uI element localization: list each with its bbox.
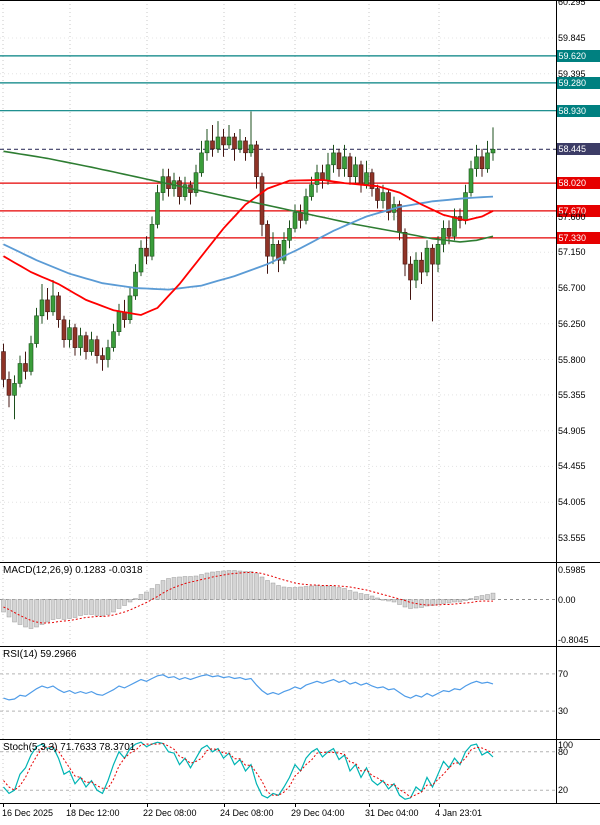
ma-green-line (3, 150, 494, 243)
time-axis-label: 4 Jan 23:01 (435, 808, 483, 818)
time-axis-tick (70, 803, 71, 807)
rsi-line (3, 674, 494, 701)
time-axis-label: 31 Dec 04:00 (365, 808, 419, 818)
stochastic-indicator-label: Stoch(5,3,3) 71.7633 78.3701 (3, 742, 136, 753)
price-axis-label: 56.700 (558, 283, 586, 293)
level-price-label: 58.020 (556, 177, 600, 190)
macd-panel-separator (0, 562, 600, 563)
price-axis-label: 54.905 (558, 425, 586, 436)
time-axis-tick (224, 803, 225, 807)
price-axis-separator (556, 0, 557, 803)
chart-top-border (0, 0, 600, 1)
macd-histogram (1, 570, 496, 629)
candle-bodies (1, 136, 496, 396)
level-price-label: 59.280 (556, 76, 600, 89)
price-axis-label: 59.845 (558, 33, 586, 43)
time-axis-label: 18 Dec 12:00 (66, 808, 120, 818)
price-axis-label: 55.800 (558, 354, 586, 365)
macd-scale-label: 0.5985 (558, 564, 586, 575)
ma-red-line (3, 178, 494, 316)
rsi-panel[interactable] (0, 646, 556, 739)
price-axis-label: 54.455 (558, 461, 586, 472)
time-axis-separator (0, 803, 600, 804)
price-axis-label: 60.295 (558, 0, 586, 8)
price-axis-label: 57.600 (558, 211, 586, 222)
ma-blue-line (3, 195, 494, 291)
stochastic-canvas (0, 739, 556, 803)
price-axis-label: 59.395 (558, 68, 586, 79)
level-price-label: 57.330 (556, 231, 600, 244)
stoch-scale-label: 20 (558, 785, 569, 796)
time-axis-tick (369, 803, 370, 807)
stoch-scale-label: 80 (558, 746, 569, 757)
macd-panel[interactable] (0, 562, 556, 646)
rsi-scale-label: 70 (558, 668, 569, 679)
macd-scale-label: -0.8045 (558, 634, 589, 645)
time-axis-tick (439, 803, 440, 807)
stochastic-panel[interactable] (0, 739, 556, 803)
time-axis-label: 29 Dec 04:00 (291, 808, 345, 818)
level-price-label: 59.620 (556, 49, 600, 62)
stoch-scale-label: 100 (558, 740, 574, 750)
current-price-label: 58.445 (556, 143, 600, 156)
time-axis-tick (147, 803, 148, 807)
time-axis-label: 22 Dec 08:00 (143, 808, 197, 818)
time-axis-label: 24 Dec 08:00 (220, 808, 274, 818)
time-axis-tick (295, 803, 296, 807)
level-price-label: 57.670 (556, 204, 600, 217)
stochastic-k-line (3, 741, 494, 800)
stochastic-d-line (3, 742, 494, 798)
macd-indicator-label: MACD(12,26,9) 0.1283 -0.0318 (3, 565, 143, 576)
price-axis-label: 53.555 (558, 533, 586, 543)
main-candlestick-chart[interactable] (0, 0, 556, 562)
main-chart-canvas (0, 0, 556, 562)
rsi-canvas (0, 646, 556, 739)
time-axis-tick (3, 803, 4, 807)
price-axis-label: 56.250 (558, 318, 586, 329)
rsi-indicator-label: RSI(14) 59.2966 (3, 649, 77, 660)
macd-scale-label: 0.00 (558, 594, 576, 605)
rsi-scale-label: 30 (558, 706, 569, 717)
macd-canvas (0, 562, 556, 646)
time-axis-label: 16 Dec 2025 (2, 808, 54, 818)
price-axis-label: 55.355 (558, 389, 586, 400)
price-axis-label: 57.150 (558, 247, 586, 258)
stoch-panel-separator (0, 739, 600, 740)
price-axis-label: 54.005 (558, 497, 586, 508)
level-price-label: 58.930 (556, 104, 600, 117)
macd-signal-line (3, 572, 493, 624)
rsi-panel-separator (0, 646, 600, 647)
